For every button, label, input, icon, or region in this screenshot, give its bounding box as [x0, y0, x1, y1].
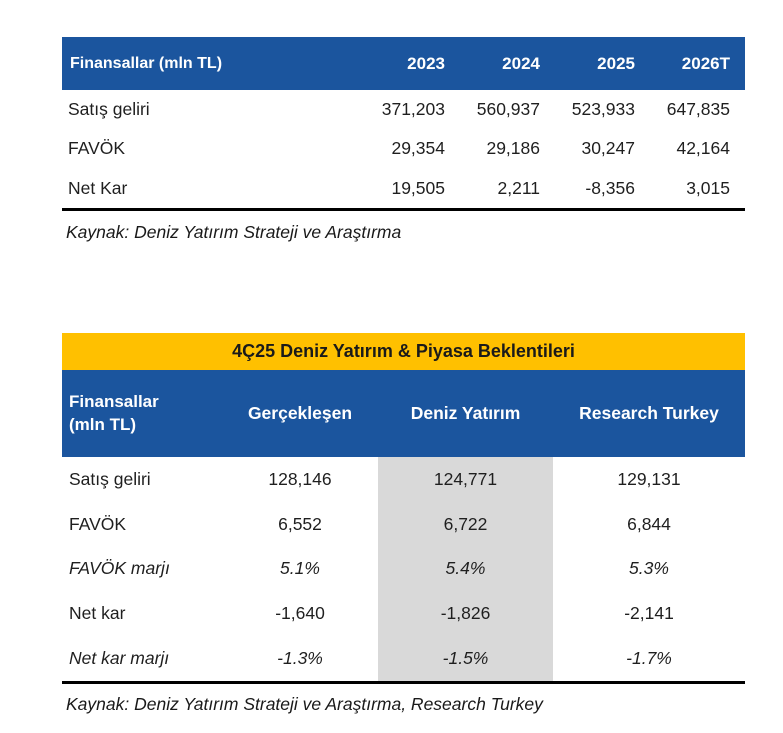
cell-value: 647,835	[666, 99, 730, 120]
cell-value: 29,186	[486, 138, 540, 159]
table1-header-col-2025: 2025	[597, 53, 635, 73]
table-row: Net kar -1,640 -1,826 -2,141	[62, 591, 745, 637]
cell-value: 371,203	[381, 99, 445, 120]
table-row: Satış geliri 371,203 560,937 523,933 647…	[62, 90, 745, 129]
table1-header-col-2024: 2024	[502, 53, 540, 73]
cell-value: 19,505	[391, 177, 445, 198]
table-row: FAVÖK marjı 5.1% 5.4% 5.3%	[62, 546, 745, 592]
table2-header-row: Finansallar (mln TL) Gerçekleşen Deniz Y…	[62, 370, 745, 457]
financials-yearly-table: Finansallar (mln TL) 2023 2024 2025 2026…	[62, 37, 745, 211]
table2-header-col-deniz-yatirim: Deniz Yatırım	[410, 403, 521, 423]
cell-value-highlighted: 124,771	[378, 457, 553, 502]
cell-value-highlighted: -1,826	[378, 591, 553, 637]
table2-header-col-research-turkey: Research Turkey	[579, 403, 719, 423]
cell-value: -2,141	[624, 603, 674, 624]
table2-header-label-line2: (mln TL)	[69, 414, 137, 434]
row-label: Satış geliri	[69, 468, 151, 489]
table2-header-label: Finansallar (mln TL)	[62, 391, 222, 437]
cell-value: 523,933	[571, 99, 635, 120]
table-row: Satış geliri 128,146 124,771 129,131	[62, 457, 745, 502]
cell-value: 6,844	[627, 513, 671, 534]
cell-value: 5.1%	[280, 558, 320, 579]
table1-source-note: Kaynak: Deniz Yatırım Strateji ve Araştı…	[66, 222, 402, 242]
row-label: Net kar	[69, 603, 126, 624]
table2-title: 4Ç25 Deniz Yatırım & Piyasa Beklentileri	[62, 333, 745, 370]
row-label: Net kar marjı	[69, 648, 170, 669]
cell-value-highlighted: 6,722	[378, 501, 553, 547]
table1-header-col-2023: 2023	[407, 53, 445, 73]
table2-source-note: Kaynak: Deniz Yatırım Strateji ve Araştı…	[66, 694, 543, 714]
cell-value: -1.3%	[277, 648, 323, 669]
cell-value: 2,211	[497, 177, 541, 198]
row-label: Net Kar	[68, 177, 128, 198]
cell-value-highlighted: 5.4%	[378, 546, 553, 592]
row-label: FAVÖK	[68, 138, 126, 159]
table-row: Net kar marjı -1.3% -1.5% -1.7%	[62, 636, 745, 681]
table2-header-label-line1: Finansallar	[69, 391, 159, 411]
cell-value: 30,247	[581, 138, 635, 159]
cell-value-highlighted: -1.5%	[378, 636, 553, 681]
cell-value: 560,937	[476, 99, 540, 120]
cell-value: -1,640	[275, 603, 325, 624]
table-row: FAVÖK 29,354 29,186 30,247 42,164	[62, 129, 745, 168]
cell-value: 129,131	[617, 468, 681, 489]
row-label: Satış geliri	[68, 99, 150, 120]
expectations-table: 4Ç25 Deniz Yatırım & Piyasa Beklentileri…	[62, 333, 745, 684]
cell-value: 29,354	[391, 138, 445, 159]
cell-value: 42,164	[676, 138, 730, 159]
table-row: FAVÖK 6,552 6,722 6,844	[62, 501, 745, 547]
cell-value: 5.3%	[629, 558, 669, 579]
table2-body: Satış geliri 128,146 124,771 129,131 FAV…	[62, 457, 745, 684]
row-label: FAVÖK marjı	[69, 558, 170, 579]
table1-body: Satış geliri 371,203 560,937 523,933 647…	[62, 90, 745, 211]
cell-value: 6,552	[278, 513, 322, 534]
cell-value: -1.7%	[626, 648, 672, 669]
row-label: FAVÖK	[69, 513, 127, 534]
cell-value: 128,146	[268, 468, 332, 489]
table1-header-row: Finansallar (mln TL) 2023 2024 2025 2026…	[62, 37, 745, 90]
table1-header-label: Finansallar (mln TL)	[70, 54, 223, 72]
table1-header-col-2026t: 2026T	[681, 53, 730, 73]
table-row: Net Kar 19,505 2,211 -8,356 3,015	[62, 169, 745, 208]
cell-value: -8,356	[585, 177, 635, 198]
table2-header-col-actual: Gerçekleşen	[247, 403, 353, 423]
cell-value: 3,015	[686, 177, 730, 198]
